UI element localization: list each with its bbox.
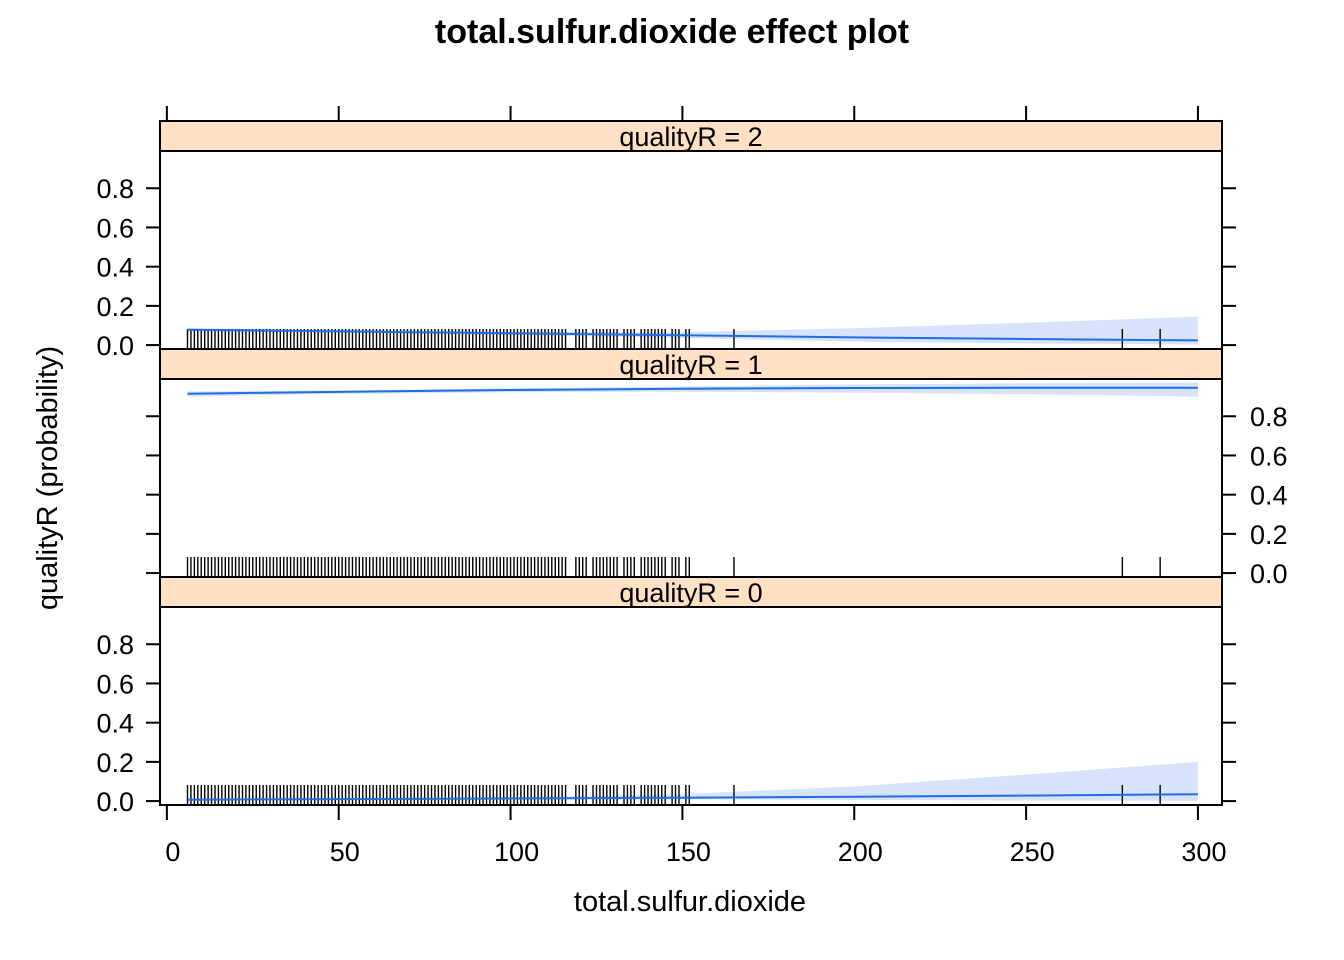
y-tick-label: 0.4 xyxy=(96,709,134,739)
y-tick-label: 0.2 xyxy=(96,748,134,778)
rug-group xyxy=(186,785,1161,805)
strip-label: qualityR = 2 xyxy=(619,122,762,152)
x-tick-label: 250 xyxy=(1010,837,1055,867)
y-tick-label: 0.4 xyxy=(96,253,134,283)
y-axis-label: qualityR (probability) xyxy=(32,346,64,610)
confidence-band xyxy=(187,761,1198,801)
x-tick-label: 200 xyxy=(838,837,883,867)
y-tick-label: 0.8 xyxy=(96,174,134,204)
strip-label: qualityR = 1 xyxy=(619,350,762,380)
fit-line xyxy=(187,793,1198,801)
y-tick-label: 0.0 xyxy=(1250,559,1288,589)
fit-line xyxy=(187,328,1198,342)
y-tick-label: 0.6 xyxy=(96,213,134,243)
y-tick-label: 0.8 xyxy=(96,630,134,660)
chart-title: total.sulfur.dioxide effect plot xyxy=(435,13,909,51)
y-tick-label: 0.6 xyxy=(1250,441,1288,471)
x-tick-label: 150 xyxy=(666,837,711,867)
panels-group: qualityR = 2 0.0 0.2 0.4 0.6 0.8 qualityR = 1 0… xyxy=(96,106,1288,867)
y-tick-label: 0.0 xyxy=(96,331,134,361)
x-axis-label: total.sulfur.dioxide xyxy=(574,886,806,918)
strip-label: qualityR = 0 xyxy=(619,578,762,608)
y-tick-label: 0.0 xyxy=(96,787,134,817)
y-tick-label: 0.2 xyxy=(96,292,134,322)
rug-group xyxy=(186,557,1161,577)
fit-line xyxy=(187,386,1198,395)
panel-2: qualityR = 0 0.0 0.2 0.4 0.6 0.8 xyxy=(96,576,1236,817)
y-tick-label: 0.4 xyxy=(1250,481,1288,511)
panel-0: qualityR = 2 0.0 0.2 0.4 0.6 0.8 xyxy=(96,120,1236,361)
x-tick-label: 100 xyxy=(494,837,539,867)
x-tick-label: 50 xyxy=(330,837,360,867)
panel-border xyxy=(159,120,1223,350)
x-tick-label: 300 xyxy=(1181,837,1226,867)
y-tick-label: 0.6 xyxy=(96,669,134,699)
y-tick-label: 0.2 xyxy=(1250,520,1288,550)
y-tick-label: 0.8 xyxy=(1250,402,1288,432)
panel-border xyxy=(159,576,1223,806)
panel-strip xyxy=(159,348,1223,380)
panel-1: qualityR = 1 0.0 0.2 0.4 0.6 0.8 xyxy=(146,348,1288,589)
x-tick-label: 0 xyxy=(165,837,180,867)
rug-group xyxy=(186,329,1161,349)
